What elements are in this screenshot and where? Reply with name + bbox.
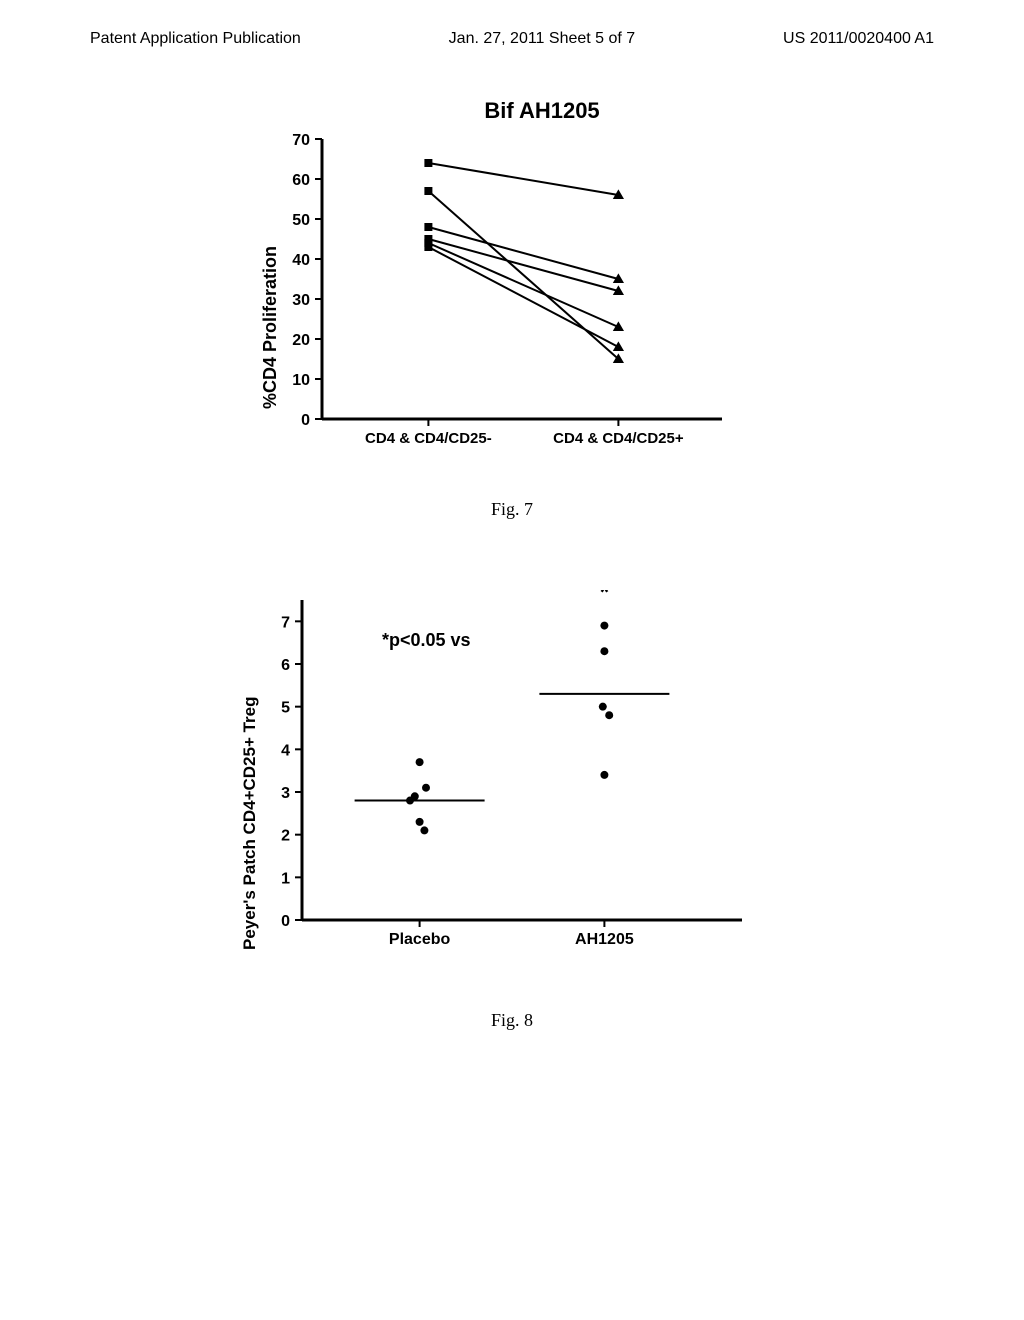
fig7-caption: Fig. 7 — [0, 499, 1024, 520]
svg-text:3: 3 — [281, 785, 290, 802]
svg-text:50: 50 — [292, 212, 310, 229]
svg-text:10: 10 — [292, 372, 310, 389]
svg-text:2: 2 — [281, 828, 290, 845]
svg-text:0: 0 — [281, 913, 290, 930]
svg-text:6: 6 — [281, 657, 290, 674]
svg-text:5: 5 — [281, 700, 290, 717]
svg-text:60: 60 — [292, 172, 310, 189]
header-left: Patent Application Publication — [90, 30, 301, 48]
svg-text:7: 7 — [281, 614, 290, 631]
fig8-chart: Peyer's Patch CD4+CD25+ Treg *p<0.05 vs … — [232, 590, 792, 970]
svg-text:1: 1 — [281, 870, 290, 887]
fig8-caption: Fig. 8 — [0, 1010, 1024, 1031]
svg-text:0: 0 — [301, 412, 310, 429]
svg-text:AH1205: AH1205 — [575, 931, 634, 948]
fig8-pvalue: *p<0.05 vs — [382, 630, 471, 651]
svg-text:20: 20 — [292, 332, 310, 349]
svg-text:CD4 & CD4/CD25+: CD4 & CD4/CD25+ — [553, 430, 684, 447]
fig7-title: Bif AH1205 — [60, 98, 1024, 124]
svg-text:Placebo: Placebo — [389, 931, 451, 948]
svg-text:4: 4 — [281, 742, 290, 759]
svg-text:40: 40 — [292, 252, 310, 269]
svg-text:*: * — [600, 590, 610, 606]
header-center: Jan. 27, 2011 Sheet 5 of 7 — [449, 30, 636, 48]
svg-text:30: 30 — [292, 292, 310, 309]
fig8-ylabel: Peyer's Patch CD4+CD25+ Treg — [240, 696, 260, 950]
svg-text:70: 70 — [292, 132, 310, 149]
svg-text:CD4 & CD4/CD25-: CD4 & CD4/CD25- — [365, 430, 492, 447]
header-right: US 2011/0020400 A1 — [783, 30, 934, 48]
fig7-chart: %CD4 Proliferation 0 10 20 30 40 50 60 70 CD4 & … — [252, 129, 772, 469]
page-header: Patent Application Publication Jan. 27, … — [0, 0, 1024, 48]
fig7-ylabel: %CD4 Proliferation — [260, 246, 281, 409]
